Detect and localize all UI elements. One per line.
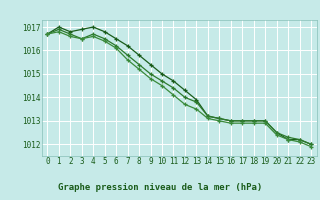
Text: Graphe pression niveau de la mer (hPa): Graphe pression niveau de la mer (hPa) [58,183,262,192]
